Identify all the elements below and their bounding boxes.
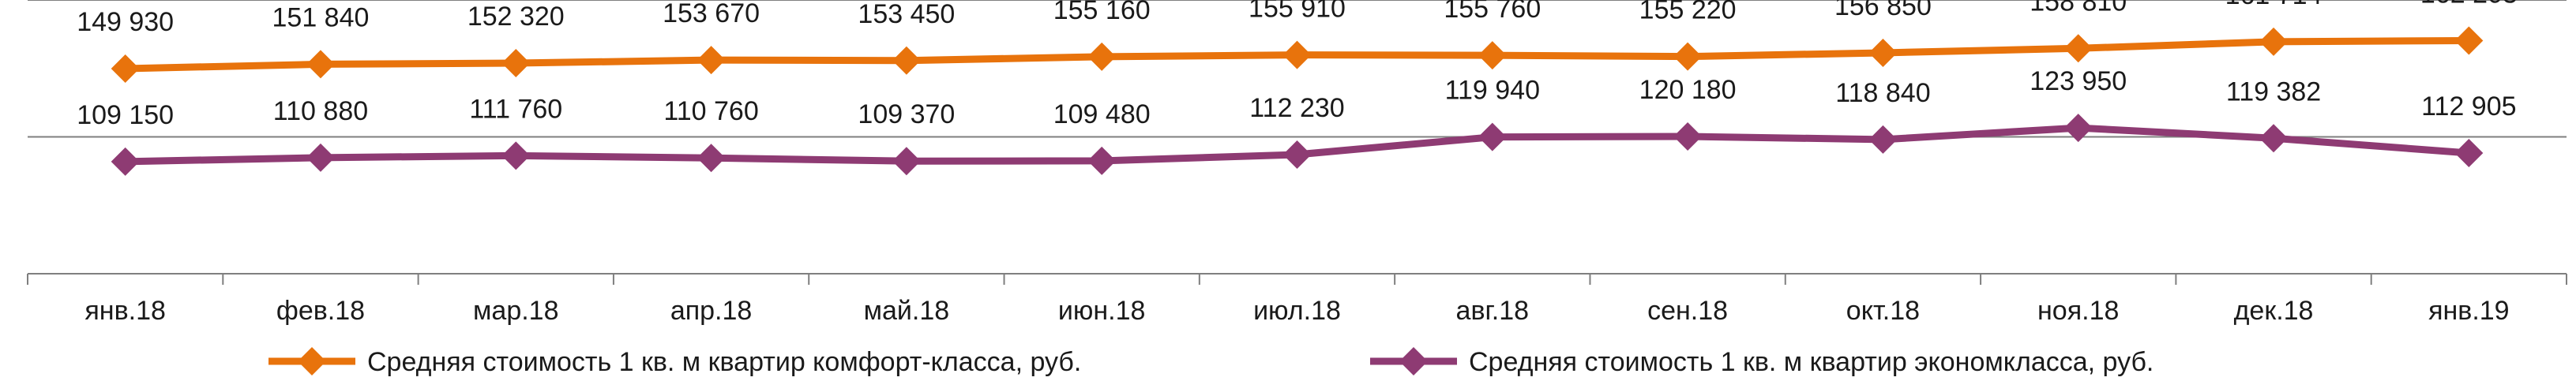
- data-label: 153 450: [858, 0, 955, 29]
- x-tick-label: сен.18: [1647, 296, 1728, 326]
- data-point: [111, 147, 140, 176]
- data-label: 155 760: [1444, 0, 1541, 24]
- data-label: 153 670: [663, 0, 760, 28]
- data-label: 109 150: [77, 100, 174, 130]
- data-label: 152 320: [468, 2, 565, 32]
- x-tick-label: мар.18: [473, 296, 558, 326]
- x-tick-label: июл.18: [1253, 296, 1341, 326]
- data-point: [1868, 38, 1898, 67]
- data-point: [2063, 114, 2093, 143]
- x-tick-label: авг.18: [1456, 296, 1530, 326]
- x-tick-label: ноя.18: [2037, 296, 2119, 326]
- data-label: 110 880: [273, 96, 368, 126]
- data-point: [1673, 121, 1703, 151]
- data-point: [1673, 42, 1703, 71]
- data-point: [1478, 41, 1507, 70]
- data-label: 119 382: [2226, 77, 2321, 106]
- data-point: [1282, 40, 1312, 69]
- data-point: [1282, 140, 1312, 169]
- data-point: [697, 46, 726, 75]
- data-point: [501, 141, 531, 170]
- data-label: 112 230: [1249, 93, 1344, 123]
- data-point: [111, 54, 140, 83]
- x-tick-label: июн.18: [1058, 296, 1146, 326]
- data-point: [2063, 34, 2093, 63]
- data-point: [2454, 139, 2484, 168]
- data-point: [501, 49, 531, 78]
- data-label: 155 220: [1639, 0, 1737, 25]
- x-tick-label: окт.18: [1846, 296, 1920, 326]
- data-label: 109 370: [858, 99, 955, 129]
- data-label: 149 930: [77, 7, 174, 37]
- data-label: 120 180: [1639, 75, 1737, 105]
- data-point: [892, 147, 921, 176]
- data-label: 158 810: [2030, 0, 2127, 17]
- x-tick-label: янв.19: [2428, 296, 2510, 326]
- data-label: 111 760: [469, 94, 562, 124]
- data-point: [2259, 124, 2289, 153]
- data-label: 109 480: [1053, 99, 1151, 129]
- data-label: 155 160: [1053, 0, 1151, 25]
- data-point: [1087, 146, 1117, 175]
- data-label: 155 910: [1249, 0, 1346, 24]
- legend-marker: [298, 347, 326, 375]
- data-point: [2454, 26, 2484, 55]
- x-tick-label: фев.18: [276, 296, 365, 326]
- data-label: 112 905: [2421, 92, 2516, 121]
- data-label: 118 840: [1835, 78, 1930, 108]
- x-tick-label: апр.18: [670, 296, 753, 326]
- data-point: [697, 144, 726, 173]
- data-label: 123 950: [2030, 66, 2127, 96]
- data-point: [1087, 42, 1117, 71]
- data-point: [892, 46, 921, 75]
- data-point: [1868, 125, 1898, 154]
- x-tick-label: янв.18: [84, 296, 166, 326]
- data-point: [306, 143, 335, 172]
- data-label: 110 760: [663, 96, 758, 126]
- data-point: [306, 50, 335, 79]
- x-tick-label: май.18: [864, 296, 950, 326]
- data-label: 119 940: [1445, 76, 1540, 106]
- legend-marker: [1399, 347, 1428, 375]
- x-tick-label: дек.18: [2234, 296, 2314, 326]
- data-label: 151 840: [272, 2, 370, 32]
- data-label: 161 714: [2225, 0, 2323, 10]
- legend-label: Средняя стоимость 1 кв. м квартир комфор…: [367, 347, 1081, 377]
- data-point: [2259, 27, 2289, 56]
- legend-label: Средняя стоимость 1 кв. м квартир эконом…: [1469, 347, 2154, 377]
- data-label: 162 203: [2420, 0, 2518, 9]
- data-point: [1478, 122, 1507, 151]
- data-label: 156 850: [1834, 0, 1932, 21]
